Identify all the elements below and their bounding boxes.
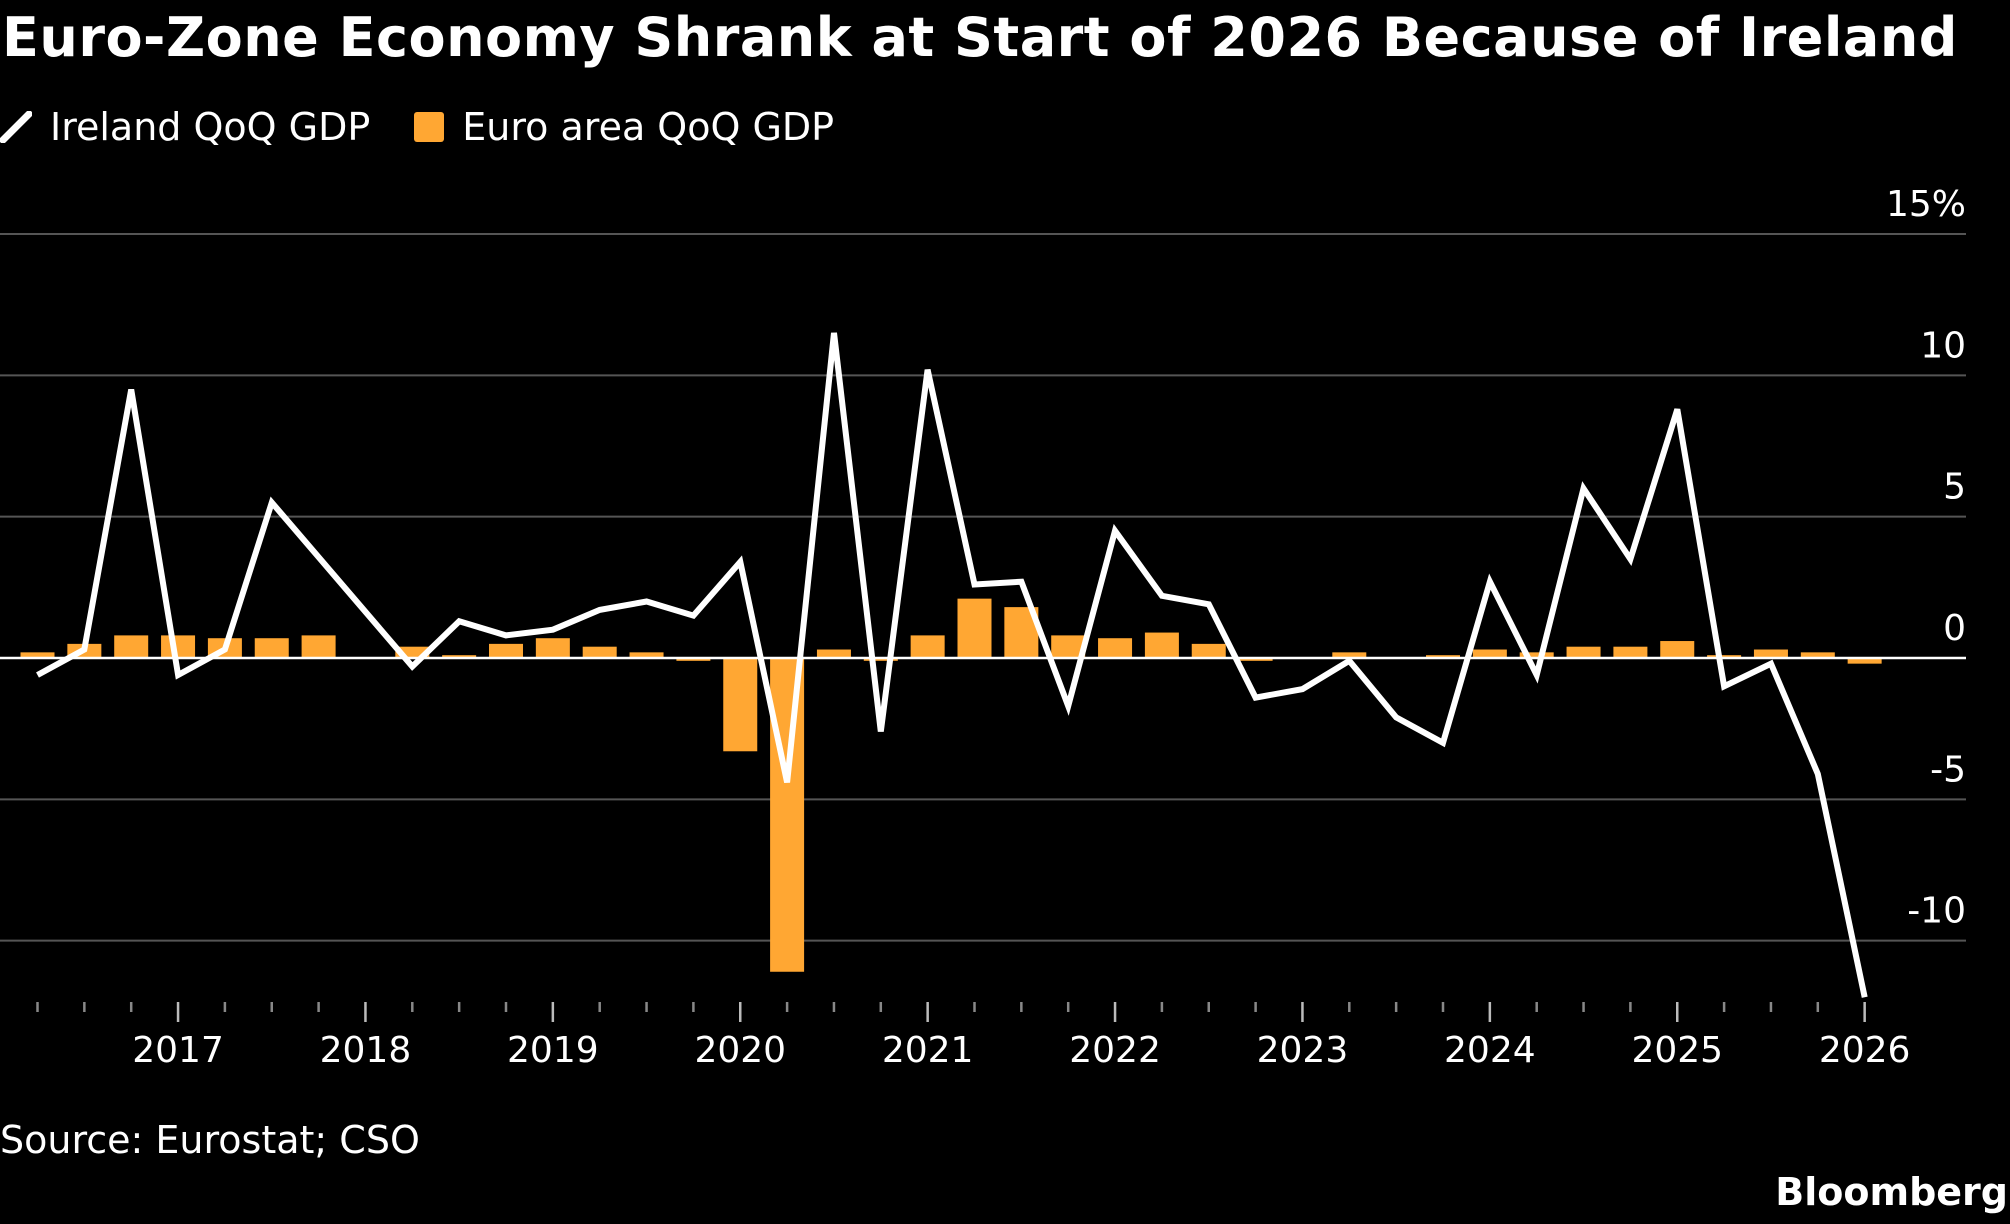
bar-euro-area [1426, 655, 1460, 658]
bar-euro-area [1660, 641, 1695, 658]
x-tick-label: 2024 [1444, 1030, 1536, 1071]
bar-euro-area [910, 635, 945, 658]
square-swatch-icon [414, 112, 445, 142]
bar-euro-area [816, 649, 851, 658]
source-note: Source: Eurostat; CSO [0, 1118, 420, 1162]
x-tick-label: 2022 [1069, 1030, 1161, 1071]
x-tick-label: 2020 [694, 1030, 786, 1071]
bar-euro-area [1707, 655, 1742, 658]
x-tick-label: 2023 [1257, 1030, 1349, 1071]
bar-euro-area [1753, 649, 1788, 658]
bar-euro-area [863, 658, 898, 661]
bar-euro-area [114, 635, 149, 658]
bar-euro-area [1238, 658, 1273, 661]
x-tick-label: 2025 [1631, 1030, 1723, 1071]
bar-euro-area [1144, 632, 1179, 658]
bar-euro-area [301, 635, 336, 658]
bar-euro-area [1051, 635, 1086, 658]
legend-item-ireland: Ireland QoQ GDP [0, 105, 370, 149]
bar-euro-area [1191, 643, 1226, 658]
bar-euro-area [1613, 646, 1648, 658]
bar-euro-area [770, 658, 805, 972]
y-tick-label: 15% [1886, 184, 1966, 225]
bar-euro-area [1800, 652, 1835, 658]
bar-euro-area [676, 658, 711, 661]
y-tick-label: -10 [1907, 891, 1966, 932]
bar-euro-area [489, 643, 523, 658]
y-tick-label: 0 [1943, 608, 1966, 649]
x-tick-label: 2018 [320, 1030, 412, 1071]
legend: Ireland QoQ GDP Euro area QoQ GDP [0, 100, 878, 154]
bar-euro-area [1472, 649, 1507, 658]
bar-euro-area [254, 638, 289, 658]
legend-item-euro-area: Euro area QoQ GDP [414, 105, 834, 149]
bar-euro-area [1098, 638, 1133, 658]
bar-euro-area [582, 646, 617, 658]
bar-euro-area [629, 652, 664, 658]
x-tick-label: 2021 [882, 1030, 974, 1071]
chart-title: Euro-Zone Economy Shrank at Start of 202… [2, 6, 1958, 69]
bar-euro-area [1847, 658, 1882, 664]
line-swatch-icon [0, 111, 32, 143]
y-tick-label: 10 [1920, 325, 1966, 366]
legend-label-euro-area: Euro area QoQ GDP [462, 105, 835, 149]
bar-euro-area [20, 652, 55, 658]
legend-label-ireland: Ireland QoQ GDP [50, 105, 371, 149]
bar-euro-area [395, 646, 430, 658]
x-tick-label: 2017 [132, 1030, 224, 1071]
x-tick-label: 2019 [507, 1030, 599, 1071]
bar-euro-area [161, 635, 196, 658]
x-tick-label: 2026 [1819, 1030, 1911, 1071]
bar-euro-area [1332, 652, 1367, 658]
brand-logo: Bloomberg [1775, 1170, 2008, 1214]
y-tick-label: -5 [1930, 749, 1966, 790]
y-tick-label: 5 [1943, 467, 1966, 508]
line-ireland [36, 332, 1868, 998]
bar-euro-area [1519, 652, 1554, 658]
bar-euro-area [442, 655, 477, 658]
bar-euro-area [723, 658, 758, 752]
bar-euro-area [535, 638, 570, 658]
bar-euro-area [1566, 646, 1601, 658]
bar-euro-area [957, 598, 992, 658]
